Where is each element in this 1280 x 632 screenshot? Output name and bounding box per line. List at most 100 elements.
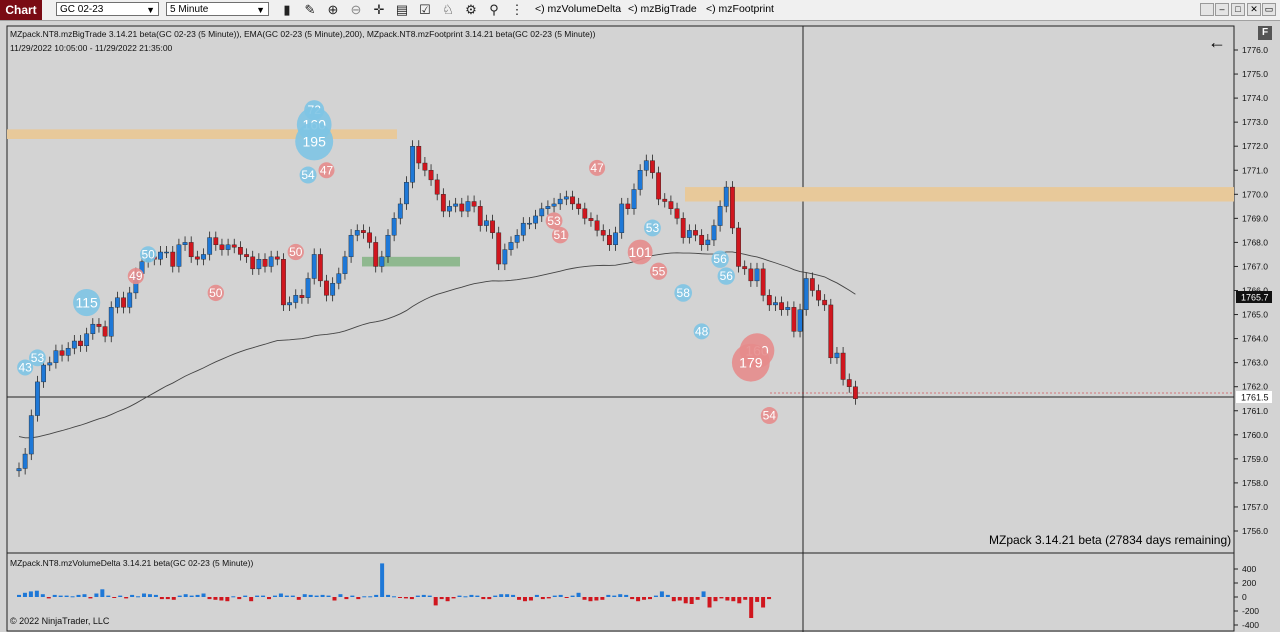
delta-bar <box>457 595 462 597</box>
price-tick-label: 1769.0 <box>1242 213 1268 223</box>
candle <box>607 229 612 251</box>
crosshair-icon[interactable]: ✛ <box>373 2 385 17</box>
candle-body <box>268 256 274 267</box>
chart-area[interactable]: 1756.0 1757.0 1758.0 1759.0 1760.0 1761.0 1762… <box>0 21 1280 632</box>
back-arrow-icon[interactable]: ← <box>1208 32 1226 52</box>
delta-bar <box>302 594 307 597</box>
candle <box>711 219 717 247</box>
close-icon[interactable]: ✕ <box>1247 3 1261 16</box>
zoom-in-icon[interactable]: ⊕ <box>327 2 339 17</box>
candle-body <box>643 160 649 171</box>
candle-body <box>619 203 625 233</box>
big-trade-bubble: 51 <box>551 226 569 244</box>
last-price-tag-bg <box>1236 291 1272 303</box>
candle-body <box>527 222 532 225</box>
candle-body <box>373 242 379 267</box>
candle <box>84 327 90 352</box>
price-tick-label: 1763.0 <box>1242 358 1268 368</box>
candle-body <box>330 283 336 296</box>
window-spacer-button[interactable] <box>1200 3 1214 16</box>
candle-body <box>760 268 766 296</box>
bubble-label: 56 <box>713 252 727 266</box>
indicator-link-footprint[interactable]: <) mzFootprint <box>706 3 774 15</box>
big-trade-bubble: 50 <box>139 246 157 263</box>
candle <box>557 193 563 210</box>
candle-body <box>730 186 735 229</box>
candle <box>797 303 803 338</box>
format-icon[interactable]: F <box>1258 26 1272 40</box>
bubble-circle <box>139 246 157 263</box>
delta-bar <box>481 597 486 600</box>
indicator-link-bigtrade[interactable]: <) mzBigTrade <box>628 3 697 15</box>
delta-bar <box>392 596 397 598</box>
candle <box>250 250 256 275</box>
delta-bar <box>511 594 516 597</box>
delta-bar <box>76 594 81 597</box>
delta-bar <box>493 595 498 597</box>
indicator-icon[interactable]: ⚙ <box>465 2 477 17</box>
candle-body <box>28 415 34 455</box>
candle-body <box>754 268 760 282</box>
bubble-circle <box>17 359 34 376</box>
candle <box>477 200 483 232</box>
candle-body <box>588 218 594 221</box>
delta-bar <box>272 595 277 597</box>
candle-body <box>207 237 213 255</box>
zoom-out-icon[interactable]: ⊖ <box>350 2 362 17</box>
chart-indicator-header: MZpack.NT8.mzBigTrade 3.14.21 beta(GC 02… <box>10 29 596 39</box>
bubble-circle <box>551 226 569 244</box>
candle <box>379 250 385 273</box>
bubble-label: 53 <box>31 351 45 365</box>
chart-tab[interactable]: Chart <box>0 0 42 20</box>
big-trade-bubble: 58 <box>674 284 693 302</box>
maximize-icon[interactable]: □ <box>1231 3 1245 16</box>
candle-body <box>237 247 243 255</box>
interval-select[interactable]: 5 Minute ▼ <box>166 2 269 16</box>
more-icon[interactable]: ⋮ <box>510 2 524 17</box>
candle-body <box>201 254 206 260</box>
candle-body <box>354 230 360 236</box>
candle <box>748 262 754 287</box>
copyright-text: © 2022 NinjaTrader, LLC <box>10 616 110 626</box>
candle <box>35 375 40 422</box>
instrument-select[interactable]: GC 02-23 ▼ <box>56 2 159 16</box>
candle <box>391 212 397 242</box>
delta-bar <box>445 597 450 602</box>
candle-body <box>158 251 163 260</box>
candle-body <box>90 323 96 334</box>
candle-body <box>502 249 508 265</box>
delta-bar <box>159 597 164 600</box>
candle <box>490 214 495 239</box>
candle <box>274 250 280 266</box>
candle-body <box>182 242 188 246</box>
chart-properties-icon[interactable]: ☑ <box>419 2 431 17</box>
delta-bar <box>588 597 593 602</box>
big-trade-bubble: 56 <box>717 267 735 285</box>
bubble-label: 54 <box>301 168 315 182</box>
indicator-link-volumedelta[interactable]: <) mzVolumeDelta <box>535 3 622 15</box>
candle-body <box>594 220 600 231</box>
bar-type-icon[interactable]: ▮ <box>283 2 291 17</box>
pencil-icon[interactable]: ✎ <box>304 2 316 17</box>
data-box-icon[interactable]: ▤ <box>395 2 409 17</box>
candle-body <box>846 379 852 387</box>
delta-bar <box>261 595 266 597</box>
candle-body <box>570 196 575 205</box>
candle <box>317 248 323 287</box>
delta-bar <box>219 597 224 601</box>
candle-body <box>717 206 723 226</box>
delta-bar <box>433 597 438 606</box>
delta-bar <box>130 594 135 597</box>
template-icon[interactable]: ⚲ <box>489 2 499 17</box>
strategy-icon[interactable]: ♘ <box>442 2 454 17</box>
delta-bar <box>201 593 206 597</box>
candle <box>484 214 489 232</box>
minimize-icon[interactable]: – <box>1215 3 1229 16</box>
candle <box>410 140 415 189</box>
delta-bar <box>46 597 51 599</box>
delta-bar <box>630 597 635 600</box>
candle-body <box>244 254 249 258</box>
restore-icon[interactable]: ▭ <box>1262 3 1276 16</box>
delta-bar <box>701 591 706 597</box>
bubble-label: 179 <box>739 355 763 371</box>
